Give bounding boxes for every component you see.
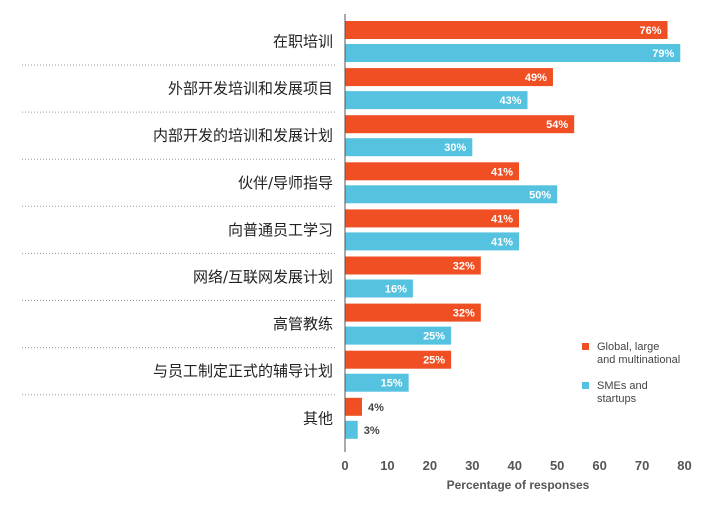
data-label: 32% xyxy=(453,261,475,273)
data-label: 15% xyxy=(381,378,403,390)
category-label: 内部开发的培训和发展计划 xyxy=(153,127,333,145)
bar-sme xyxy=(345,185,558,204)
data-label: 79% xyxy=(652,48,674,60)
data-label: 30% xyxy=(444,142,466,154)
bar-global xyxy=(345,256,481,275)
data-label: 25% xyxy=(423,331,445,343)
legend-label: and multinational xyxy=(597,354,680,366)
x-tick-label: 20 xyxy=(423,458,437,473)
category-label: 高管教练 xyxy=(273,315,333,333)
category-label: 外部开发培训和发展项目 xyxy=(168,80,333,98)
data-labels: 76% 79% 49% 43% 54% 30% 41% 50% 41% 41% 32% 16% 32% 2… xyxy=(364,25,675,437)
data-label: 16% xyxy=(385,284,407,296)
category-label: 在职培训 xyxy=(273,33,333,51)
x-axis-title: Percentage of responses xyxy=(447,478,590,492)
data-label: 49% xyxy=(525,72,547,84)
category-labels: 在职培训外部开发培训和发展项目内部开发的培训和发展计划伙伴/导师指导向普通员工学… xyxy=(153,33,333,428)
legend-label: Global, large xyxy=(597,341,659,353)
x-tick-label: 0 xyxy=(341,458,348,473)
legend-swatch-sme xyxy=(582,382,589,389)
x-tick-labels: 0 10 20 30 40 50 60 70 80 xyxy=(341,458,691,473)
bar-sme xyxy=(345,91,528,110)
bar-global xyxy=(345,162,520,181)
x-tick-label: 50 xyxy=(550,458,564,473)
bar-sme xyxy=(345,279,413,298)
x-tick-label: 40 xyxy=(508,458,522,473)
data-label: 41% xyxy=(491,166,513,178)
legend-swatch-global xyxy=(582,343,589,350)
data-label: 76% xyxy=(640,25,662,37)
data-label: 41% xyxy=(491,236,513,248)
data-label: 4% xyxy=(368,402,384,414)
bar-sme xyxy=(345,138,473,157)
bar-sme xyxy=(345,373,409,392)
x-tick-label: 80 xyxy=(677,458,691,473)
data-label: 32% xyxy=(453,308,475,320)
category-label: 网络/互联网发展计划 xyxy=(193,268,333,286)
category-label: 其他 xyxy=(303,409,333,427)
bar-sme xyxy=(345,326,452,345)
x-tick-label: 30 xyxy=(465,458,479,473)
bar-global xyxy=(345,397,362,416)
x-tick-label: 60 xyxy=(592,458,606,473)
x-tick-label: 70 xyxy=(635,458,649,473)
bar-sme xyxy=(345,44,681,62)
bar-sme xyxy=(345,420,358,439)
bar-global xyxy=(345,115,575,134)
data-label: 3% xyxy=(364,425,380,437)
category-separators xyxy=(22,64,336,396)
bar-global xyxy=(345,209,520,228)
category-label: 向普通员工学习 xyxy=(228,221,333,239)
bars xyxy=(345,21,681,439)
bar-global xyxy=(345,21,668,39)
x-tick-label: 10 xyxy=(380,458,394,473)
data-label: 41% xyxy=(491,213,513,225)
data-label: 43% xyxy=(499,95,521,107)
legend-label: SMEs and xyxy=(597,380,648,392)
bar-sme xyxy=(345,232,520,251)
bar-global xyxy=(345,68,553,87)
data-label: 25% xyxy=(423,355,445,367)
category-label: 伙伴/导师指导 xyxy=(238,174,333,192)
data-label: 50% xyxy=(529,189,551,201)
bar-global xyxy=(345,350,452,369)
category-label: 与员工制定正式的辅导计划 xyxy=(153,362,333,380)
legend-label: startups xyxy=(597,393,637,405)
data-label: 54% xyxy=(546,119,568,131)
bar-global xyxy=(345,303,481,322)
